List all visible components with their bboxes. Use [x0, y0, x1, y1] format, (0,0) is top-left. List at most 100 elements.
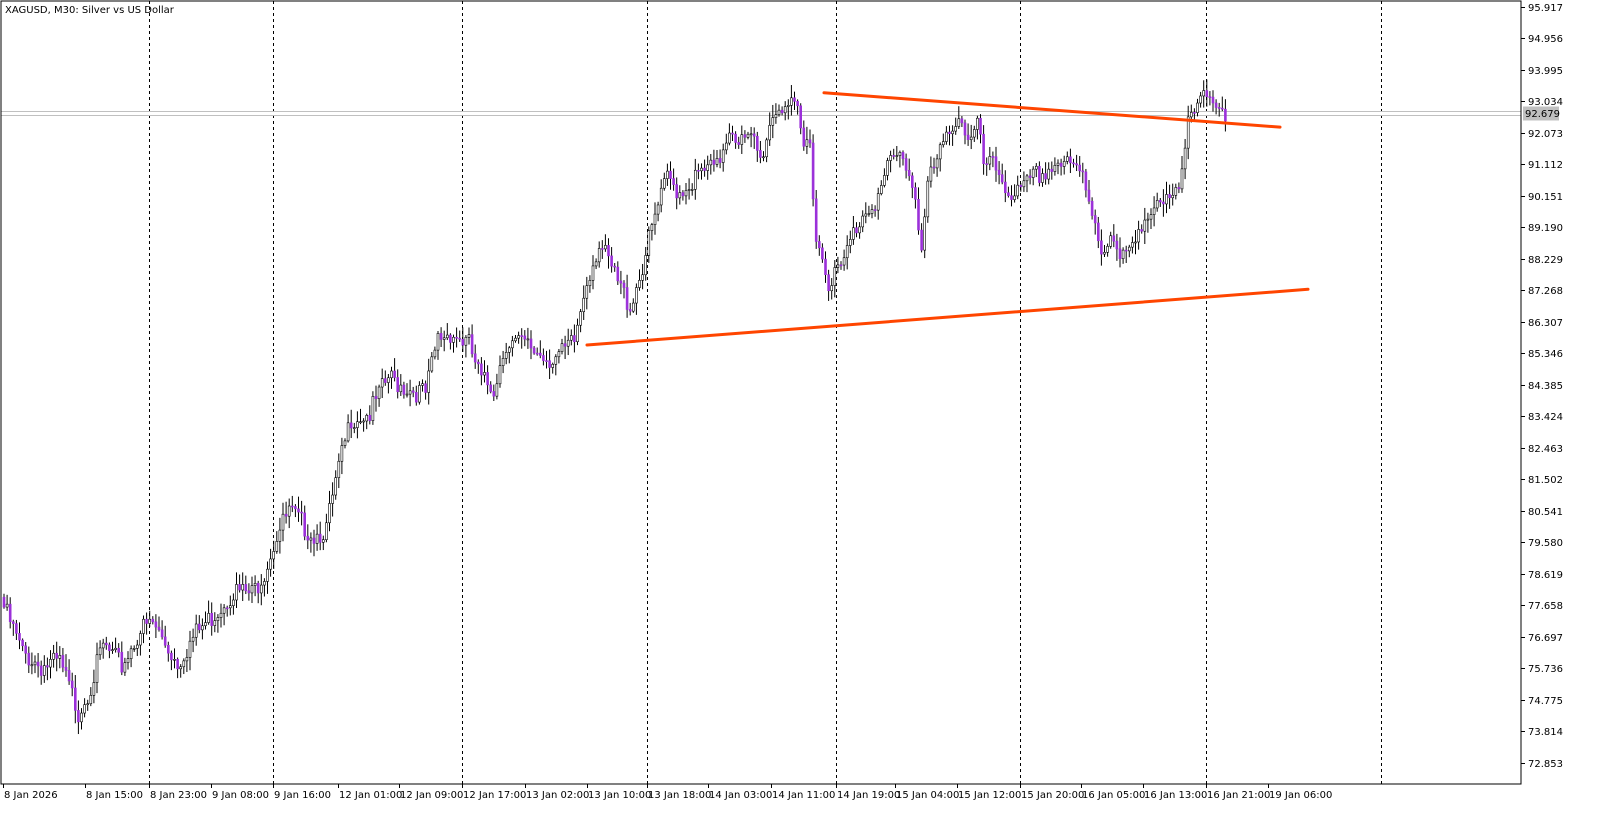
candle-body — [941, 141, 945, 146]
candle-body — [244, 584, 248, 592]
candle-body — [126, 658, 130, 664]
candle — [1208, 91, 1212, 106]
candle — [148, 610, 151, 628]
candle-body — [529, 338, 533, 349]
candle-body — [932, 166, 936, 169]
candle-body — [24, 645, 28, 654]
candle — [914, 182, 917, 209]
candle — [480, 357, 483, 386]
candle-body — [421, 383, 424, 386]
candle — [1205, 79, 1209, 107]
candle-body — [365, 414, 369, 422]
y-tick-label: 89.190 — [1528, 223, 1563, 234]
candle — [951, 125, 954, 146]
candle-body — [1087, 189, 1091, 202]
candle — [455, 327, 458, 348]
candle-body — [991, 156, 995, 158]
candle-body — [588, 280, 592, 287]
candle-body — [749, 133, 753, 136]
candle — [359, 408, 362, 425]
candle — [1069, 148, 1072, 174]
candle — [259, 574, 263, 606]
candle — [1097, 216, 1100, 249]
candle — [594, 258, 598, 270]
candle — [662, 172, 666, 191]
candle — [749, 126, 753, 148]
candle — [269, 548, 272, 577]
candle — [343, 438, 347, 449]
candle — [597, 241, 601, 268]
x-tick-label: 19 Jan 06:00 — [1269, 790, 1332, 801]
candle — [926, 176, 930, 223]
candle-body — [430, 356, 434, 372]
candle — [557, 348, 561, 364]
candle-body — [120, 651, 124, 673]
candle-body — [879, 185, 883, 194]
chart-title: XAGUSD, M30: Silver vs US Dollar — [5, 5, 175, 16]
candle-body — [390, 370, 393, 379]
candle-body — [334, 477, 338, 496]
candle-body — [346, 422, 350, 442]
candle — [235, 572, 238, 609]
candle — [1131, 236, 1134, 254]
candle — [724, 133, 728, 155]
candle-body — [1159, 200, 1162, 203]
candle — [188, 630, 192, 671]
candle-body — [387, 377, 390, 383]
candle — [1081, 162, 1085, 184]
candle-body — [470, 334, 474, 355]
candle — [442, 330, 446, 352]
x-tick-label: 13 Jan 18:00 — [648, 790, 711, 801]
candle-body — [532, 347, 536, 354]
candle — [83, 698, 86, 718]
candle-body — [542, 355, 545, 361]
candle — [1019, 183, 1023, 192]
candle — [1217, 102, 1221, 117]
candle — [625, 274, 629, 318]
candle-body — [740, 134, 744, 145]
candle-body — [821, 247, 824, 260]
candle — [70, 672, 74, 697]
candle-body — [1143, 219, 1147, 232]
candle-body — [1090, 200, 1094, 216]
candle-body — [204, 622, 207, 627]
candle — [523, 330, 527, 347]
candle — [954, 117, 958, 135]
candle — [948, 125, 951, 146]
x-tick-label: 15 Jan 04:00 — [896, 790, 959, 801]
candle — [77, 700, 80, 735]
candle — [2, 593, 6, 609]
candle-body — [545, 360, 548, 362]
candle — [672, 168, 675, 191]
candle-body — [210, 613, 213, 626]
candle — [842, 249, 846, 271]
candle — [827, 269, 830, 301]
candle — [607, 238, 610, 269]
candle — [368, 405, 372, 425]
candle-body — [315, 533, 319, 544]
candle-body — [718, 158, 722, 163]
candle — [1041, 168, 1044, 187]
candle-body — [703, 167, 706, 171]
candle — [675, 177, 679, 210]
y-tick-label: 86.307 — [1528, 318, 1563, 329]
candle — [566, 328, 570, 356]
candle — [889, 150, 892, 173]
candle-body — [979, 117, 982, 135]
candle — [1010, 185, 1013, 207]
candle — [588, 275, 592, 293]
candle — [483, 360, 486, 383]
candle — [1087, 179, 1091, 205]
candle — [145, 612, 148, 635]
candle-body — [848, 239, 852, 246]
y-tick-label: 76.697 — [1528, 633, 1563, 644]
candle-body — [1081, 170, 1085, 173]
candle — [374, 385, 378, 412]
y-tick-label: 94.956 — [1528, 34, 1563, 45]
candle-body — [762, 156, 765, 159]
candle-body — [340, 445, 344, 462]
candle-body — [548, 360, 551, 368]
current-price-label: 92.679 — [1525, 109, 1560, 120]
candle-body — [697, 169, 700, 172]
candle — [111, 641, 114, 654]
